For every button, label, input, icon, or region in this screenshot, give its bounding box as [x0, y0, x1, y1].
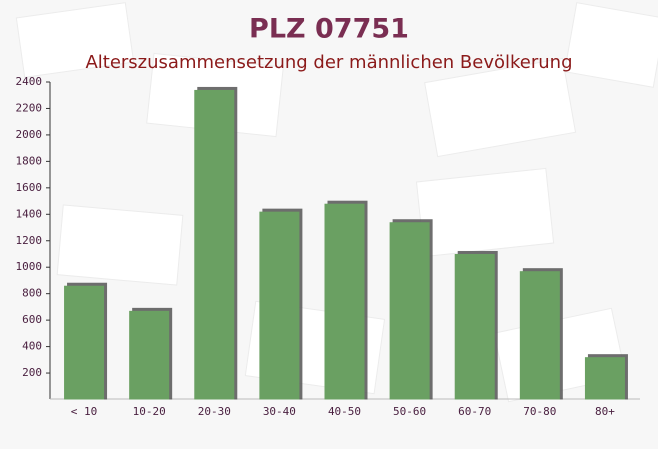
background-decor [15, 2, 658, 403]
y-tick-label: 2000 [16, 128, 43, 141]
y-tick-label: 1800 [16, 154, 43, 167]
envelope [15, 2, 135, 78]
x-tick-label: 70-80 [523, 405, 556, 418]
y-tick-label: 1600 [16, 181, 43, 194]
x-tick-label: 50-60 [393, 405, 426, 418]
envelope [56, 204, 184, 286]
chart-subtitle: Alterszusammensetzung der männlichen Bev… [85, 52, 572, 73]
y-tick-label: 1200 [16, 234, 43, 247]
x-tick-label: 30-40 [263, 405, 296, 418]
y-tick-label: 2200 [16, 101, 43, 114]
x-tick-label: 80+ [595, 405, 615, 418]
envelope [415, 167, 555, 258]
bar [64, 285, 105, 400]
x-tick-label: 40-50 [328, 405, 361, 418]
envelope [424, 57, 577, 158]
bar [129, 310, 170, 400]
x-tick-label: 10-20 [133, 405, 166, 418]
bar [454, 253, 495, 400]
envelope [564, 2, 658, 88]
bar [584, 357, 625, 400]
bar [389, 222, 430, 400]
x-tick-label: 20-30 [198, 405, 231, 418]
y-tick-label: 600 [22, 313, 42, 326]
chart-title: PLZ 07751 [249, 14, 409, 45]
y-tick-label: 2400 [16, 75, 43, 88]
bar [519, 271, 560, 400]
bar [324, 203, 365, 400]
bar [259, 211, 300, 400]
y-tick-label: 400 [22, 340, 42, 353]
y-tick-label: 1400 [16, 207, 43, 220]
x-tick-label: 60-70 [458, 405, 491, 418]
y-tick-label: 800 [22, 287, 42, 300]
y-tick-label: 1000 [16, 260, 43, 273]
x-tick-label: < 10 [71, 405, 98, 418]
bar [194, 89, 235, 400]
y-tick-label: 200 [22, 366, 42, 379]
